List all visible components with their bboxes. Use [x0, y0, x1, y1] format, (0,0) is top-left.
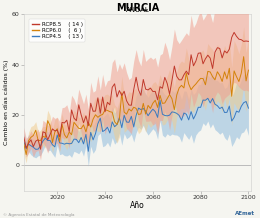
- X-axis label: Año: Año: [130, 201, 145, 210]
- Y-axis label: Cambio en días cálidos (%): Cambio en días cálidos (%): [3, 60, 9, 145]
- Text: ANUAL: ANUAL: [125, 7, 149, 13]
- Title: MURCIA: MURCIA: [116, 3, 159, 14]
- Legend: RCP8.5    ( 14 ), RCP6.0    (  6 ), RCP4.5    ( 13 ): RCP8.5 ( 14 ), RCP6.0 ( 6 ), RCP4.5 ( 13…: [29, 19, 85, 42]
- Text: AEmet: AEmet: [235, 211, 255, 216]
- Text: © Agencia Estatal de Meteorología: © Agencia Estatal de Meteorología: [3, 213, 74, 217]
